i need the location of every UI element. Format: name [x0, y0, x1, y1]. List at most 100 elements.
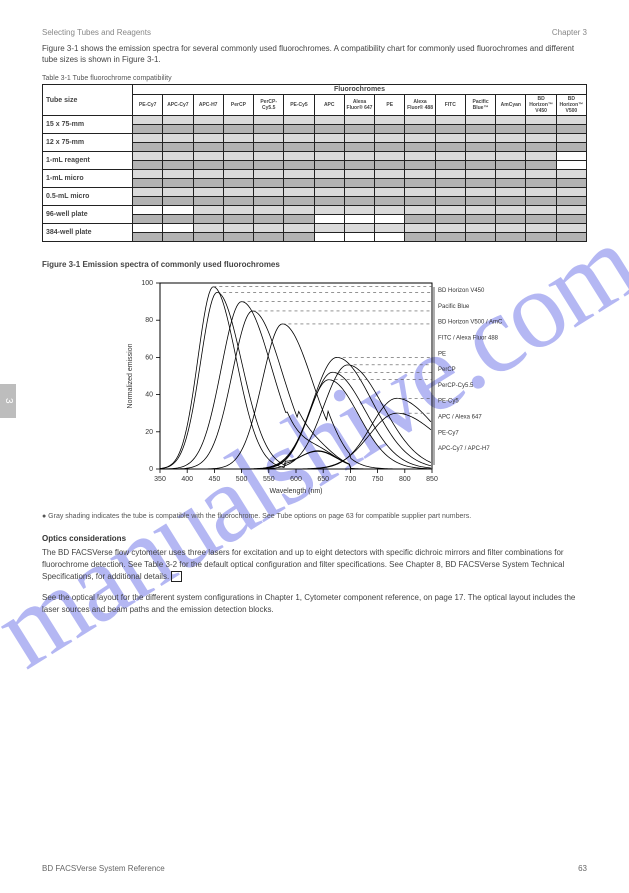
- cell: [133, 125, 163, 134]
- cell: [163, 161, 193, 170]
- cell: [163, 224, 193, 233]
- cell: [254, 116, 284, 125]
- fluoro-col-14: BD Horizon™ V500: [556, 95, 586, 116]
- cell: [133, 233, 163, 242]
- fluoro-col-6: APC: [314, 95, 344, 116]
- cell: [223, 161, 253, 170]
- svg-text:FITC / Alexa Fluor 488: FITC / Alexa Fluor 488: [438, 336, 499, 342]
- cell: [223, 224, 253, 233]
- cell: [375, 179, 405, 188]
- cell: [435, 134, 465, 143]
- cell: [314, 170, 344, 179]
- cell: [526, 197, 556, 206]
- row-label-4: 0.5-mL micro: [43, 188, 133, 206]
- svg-text:500: 500: [236, 476, 248, 483]
- cell: [163, 116, 193, 125]
- cell: [496, 125, 526, 134]
- cell: [435, 197, 465, 206]
- cell: [344, 215, 374, 224]
- svg-text:450: 450: [209, 476, 221, 483]
- cell: [314, 116, 344, 125]
- optics-para-1: The BD FACSVerse flow cytometer uses thr…: [42, 547, 587, 582]
- cell: [526, 116, 556, 125]
- cell: [435, 224, 465, 233]
- cell: [344, 188, 374, 197]
- cell: [314, 188, 344, 197]
- cell: [193, 224, 223, 233]
- cell: [435, 170, 465, 179]
- cell: [375, 170, 405, 179]
- cell: [223, 170, 253, 179]
- cell: [163, 152, 193, 161]
- cell: [314, 206, 344, 215]
- table-row: 15 x 75-mm: [43, 116, 587, 125]
- cell: [223, 206, 253, 215]
- cell: [223, 188, 253, 197]
- cell: [496, 161, 526, 170]
- cell: [193, 170, 223, 179]
- cell: [375, 224, 405, 233]
- cell: [556, 125, 586, 134]
- cell: [405, 224, 435, 233]
- cell: [133, 116, 163, 125]
- cell: [314, 152, 344, 161]
- cell: [405, 197, 435, 206]
- cell: [223, 134, 253, 143]
- cell: [375, 233, 405, 242]
- cell: [405, 125, 435, 134]
- svg-text:APC / Alexa 647: APC / Alexa 647: [438, 415, 482, 421]
- cell: [223, 152, 253, 161]
- cell: [526, 161, 556, 170]
- cell: [163, 215, 193, 224]
- fluoro-col-13: BD Horizon™ V450: [526, 95, 556, 116]
- table-row: 384-well plate: [43, 224, 587, 233]
- cell: [556, 170, 586, 179]
- svg-text:PE: PE: [438, 352, 446, 358]
- cell: [193, 143, 223, 152]
- cell: [254, 134, 284, 143]
- cell: [193, 161, 223, 170]
- cell: [193, 233, 223, 242]
- cell: [435, 143, 465, 152]
- cell: [163, 206, 193, 215]
- footer-right: 63: [578, 864, 587, 873]
- svg-text:80: 80: [145, 318, 153, 325]
- cell: [284, 197, 314, 206]
- cell: [405, 134, 435, 143]
- compatibility-note: ● Gray shading indicates the tube is com…: [42, 513, 587, 520]
- cell: [465, 152, 495, 161]
- cell: [163, 170, 193, 179]
- cell: [193, 188, 223, 197]
- cell: [556, 179, 586, 188]
- fluoro-col-7: Alexa Fluor® 647: [344, 95, 374, 116]
- cell: [435, 188, 465, 197]
- cell: [163, 197, 193, 206]
- cell: [163, 233, 193, 242]
- cell: [526, 125, 556, 134]
- cell: [556, 161, 586, 170]
- cell: [314, 134, 344, 143]
- cell: [375, 143, 405, 152]
- cell: [465, 116, 495, 125]
- svg-text:PerCP: PerCP: [438, 367, 456, 373]
- svg-text:Wavelength (nm): Wavelength (nm): [269, 488, 322, 495]
- cell: [254, 188, 284, 197]
- cell: [223, 179, 253, 188]
- svg-text:PE-Cy7: PE-Cy7: [438, 431, 459, 437]
- cell: [314, 125, 344, 134]
- header-left: Selecting Tubes and Reagents: [42, 28, 151, 37]
- cell: [284, 224, 314, 233]
- cell: [526, 179, 556, 188]
- cell: [163, 179, 193, 188]
- cell: [405, 179, 435, 188]
- cell: [405, 143, 435, 152]
- cell: [465, 233, 495, 242]
- svg-text:Normalized emission: Normalized emission: [127, 344, 134, 409]
- cell: [314, 233, 344, 242]
- footer-left: BD FACSVerse System Reference: [42, 864, 165, 873]
- row-label-6: 384-well plate: [43, 224, 133, 242]
- cell: [435, 179, 465, 188]
- svg-text:BD Horizon V450: BD Horizon V450: [438, 288, 485, 294]
- cell: [133, 170, 163, 179]
- cell: [496, 143, 526, 152]
